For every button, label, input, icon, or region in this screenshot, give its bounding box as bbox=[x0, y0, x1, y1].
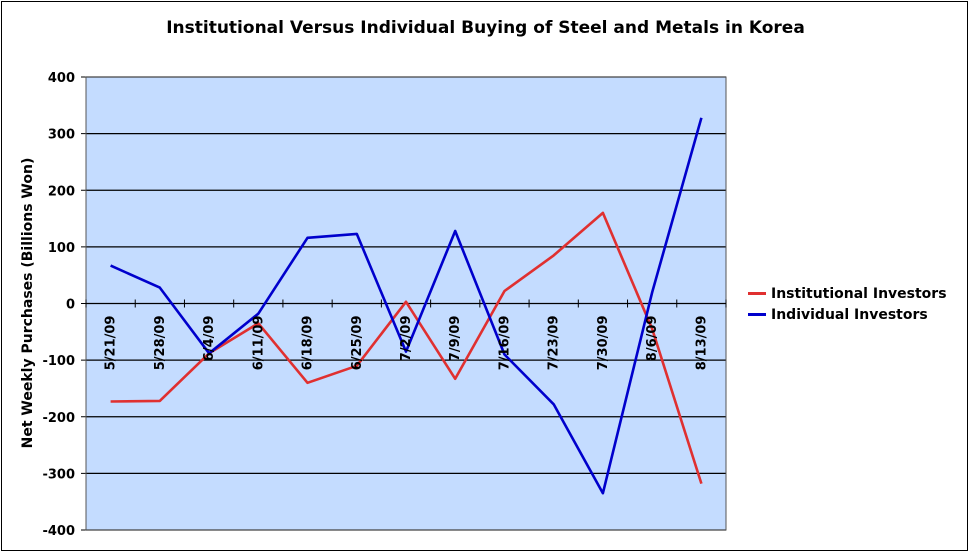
y-tick-labels: 400 300 200 100 0 -100 -200 -300 -400 bbox=[42, 71, 75, 539]
x-tick-label: 7/23/09 bbox=[547, 316, 562, 371]
x-tick-label: 6/25/09 bbox=[350, 316, 365, 371]
x-tick-label: 5/28/09 bbox=[153, 316, 168, 371]
x-tick-label: 6/4/09 bbox=[202, 316, 217, 362]
y-tick-label: 400 bbox=[48, 71, 75, 86]
x-tick-label: 6/18/09 bbox=[301, 316, 316, 371]
y-tick-label: -300 bbox=[42, 467, 75, 482]
series-lines bbox=[110, 117, 703, 495]
x-tick-label: 5/21/09 bbox=[104, 316, 119, 371]
x-tick-label: 7/2/09 bbox=[399, 316, 414, 362]
legend-label-institutional: Institutional Investors bbox=[771, 285, 947, 302]
x-tick-label: 7/16/09 bbox=[497, 316, 512, 371]
series-line-individual bbox=[110, 117, 703, 495]
axes bbox=[85, 76, 727, 531]
x-tick-label: 7/9/09 bbox=[448, 316, 463, 362]
y-tick-label: -200 bbox=[42, 411, 75, 426]
chart-title: Institutional Versus Individual Buying o… bbox=[166, 18, 805, 38]
y-tick-label: -400 bbox=[42, 524, 75, 539]
legend-swatch-individual bbox=[748, 313, 766, 316]
legend-label-individual: Individual Investors bbox=[771, 306, 928, 323]
y-tick-label: 100 bbox=[48, 241, 75, 256]
x-tick-label: 6/11/09 bbox=[251, 316, 266, 371]
x-tick-label: 7/30/09 bbox=[596, 316, 611, 371]
x-tick-label: 8/13/09 bbox=[694, 316, 709, 371]
y-tick-label: 0 bbox=[66, 298, 75, 313]
x-tick-labels: 5/21/09 5/28/09 6/4/09 6/11/09 6/18/09 6/25/0… bbox=[104, 316, 710, 371]
legend: Institutional Investors Individual Inves… bbox=[748, 283, 947, 325]
legend-item-individual: Individual Investors bbox=[748, 304, 947, 325]
y-tick-label: -100 bbox=[42, 354, 75, 369]
legend-item-institutional: Institutional Investors bbox=[748, 283, 947, 304]
y-tick-label: 200 bbox=[48, 184, 75, 199]
legend-swatch-institutional bbox=[748, 292, 766, 295]
y-tick-label: 300 bbox=[48, 128, 75, 143]
x-tick-label: 8/6/09 bbox=[645, 316, 660, 362]
